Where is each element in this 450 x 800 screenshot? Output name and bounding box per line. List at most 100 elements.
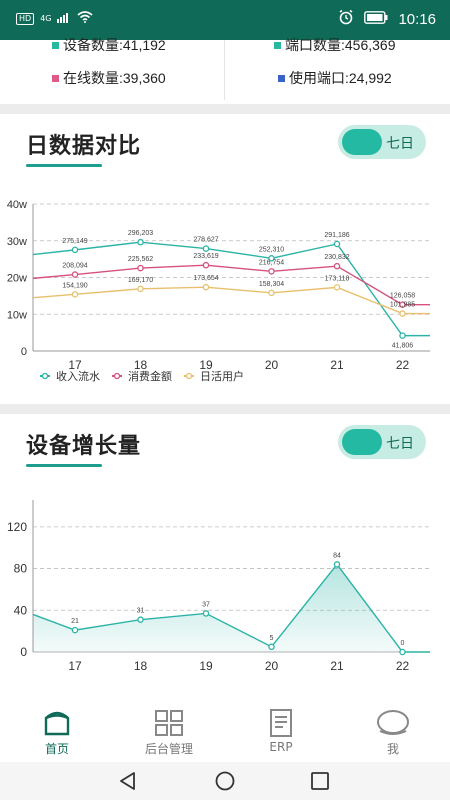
x-tick-label: 22 [396, 659, 410, 673]
data-point [202, 261, 210, 269]
area-fill [33, 564, 430, 652]
port-dot-icon [274, 41, 281, 49]
port-count-text: 端口数量:456,369 [285, 37, 396, 53]
data-point [333, 262, 341, 270]
alarm-icon [338, 9, 354, 29]
data-point [333, 561, 341, 568]
data-label: 37 [202, 601, 210, 608]
x-tick-label: 19 [199, 358, 213, 372]
y-tick-label: 10w [7, 309, 27, 321]
online-dot-icon [52, 74, 59, 82]
data-label: 41,806 [392, 343, 414, 350]
data-label: 173,654 [193, 275, 218, 282]
x-tick-label: 18 [134, 659, 148, 673]
nav-home[interactable]: 首页 [12, 708, 102, 757]
section-gap [0, 404, 450, 414]
daily-compare-chart: 0 10w 20w 30w 40w 17 18 19 20 21 22 275,149 296,203 2… [7, 199, 430, 383]
battery-icon [364, 10, 388, 28]
data-label: 5 [270, 635, 274, 642]
data-label: 208,094 [62, 263, 87, 270]
nav-admin[interactable]: 后台管理 [124, 708, 214, 757]
data-point [202, 610, 210, 617]
toggle-label: 七日 [386, 436, 414, 452]
data-point [71, 271, 79, 278]
status-right: 10:16 [338, 9, 436, 29]
y-tick-label: 120 [7, 520, 27, 534]
data-label: 230,832 [324, 254, 349, 261]
nav-erp-label: ERP [269, 740, 293, 754]
nav-me[interactable]: 我 [348, 708, 438, 757]
back-icon[interactable] [116, 770, 140, 792]
stats-card: 设备数量:41,192 端口数量:456,369 在线数量:39,360 使用端… [0, 37, 450, 104]
data-label: 291,186 [324, 232, 349, 239]
data-label: 216,754 [259, 259, 284, 266]
device-dot-icon [52, 41, 59, 49]
document-icon [236, 708, 326, 738]
y-tick-label: 20w [7, 273, 27, 285]
legend-label: 日活用户 [200, 369, 244, 383]
nav-me-label: 我 [386, 742, 399, 756]
hd-badge: HD [16, 12, 35, 25]
data-point [268, 268, 275, 275]
data-point [137, 285, 144, 293]
x-tick-label: 17 [68, 358, 82, 372]
stat-used-port: 使用端口:24,992 [278, 68, 392, 88]
home-circle-icon[interactable] [213, 770, 237, 792]
data-label: 233,619 [193, 253, 218, 260]
x-tick-label: 20 [265, 358, 279, 372]
legend-marker [41, 372, 49, 380]
legend-label: 收入流水 [56, 369, 100, 383]
data-label: 84 [333, 552, 341, 559]
section-title: 设备增长量 [26, 434, 142, 459]
y-tick-label: 0 [21, 346, 27, 358]
data-point [202, 245, 210, 252]
title-underline [26, 164, 102, 167]
legend-marker [113, 372, 121, 380]
data-point [333, 240, 341, 248]
data-label: 158,304 [259, 281, 284, 288]
data-label: 154,190 [62, 282, 87, 289]
data-label: 225,562 [128, 256, 153, 263]
stat-port-count: 端口数量:456,369 [274, 35, 396, 55]
data-label: 101,985 [390, 302, 415, 309]
series-line [32, 286, 430, 315]
data-point [137, 616, 144, 623]
period-toggle[interactable]: 七日 [338, 125, 426, 159]
data-point [137, 238, 144, 246]
data-point [202, 283, 210, 291]
profile-icon [348, 708, 438, 738]
daily-compare-section: 日数据对比 七日 0 10w 20w 30w 40w 17 18 19 20 21 22 275,14… [0, 114, 450, 404]
status-bar: HD 4G 10:16 [0, 0, 450, 40]
data-point [268, 643, 275, 651]
x-tick-label: 21 [330, 659, 344, 673]
data-point [333, 284, 341, 291]
section-gap [0, 104, 450, 114]
device-growth-chart: 0 40 80 120 17 18 19 20 21 22 21 31 37 5 84 0 [7, 500, 430, 673]
nav-admin-label: 后台管理 [144, 742, 193, 756]
recents-icon[interactable] [308, 770, 332, 792]
home-icon [12, 708, 102, 738]
x-tick-label: 19 [199, 659, 213, 673]
nav-erp[interactable]: ERP [236, 708, 326, 754]
nav-home-label: 首页 [44, 742, 69, 756]
data-point [399, 332, 406, 339]
wifi-icon [77, 11, 94, 26]
data-point [399, 648, 406, 656]
online-count-text: 在线数量:39,360 [63, 70, 166, 86]
data-label: 275,149 [62, 238, 87, 245]
status-time: 10:16 [398, 10, 436, 28]
x-tick-label: 21 [330, 358, 344, 372]
section-title: 日数据对比 [26, 134, 142, 159]
data-label: 31 [137, 608, 145, 615]
signal-icon [57, 11, 71, 26]
y-tick-label: 80 [14, 562, 28, 576]
toggle-knob [342, 429, 382, 455]
series-line [32, 241, 430, 337]
status-indicators: HD 4G [16, 11, 94, 26]
x-tick-label: 18 [134, 358, 148, 372]
legend-label: 消费金额 [128, 369, 172, 383]
period-toggle[interactable]: 七日 [338, 425, 426, 459]
device-count-text: 设备数量:41,192 [63, 37, 166, 53]
system-nav-bar [0, 762, 450, 800]
